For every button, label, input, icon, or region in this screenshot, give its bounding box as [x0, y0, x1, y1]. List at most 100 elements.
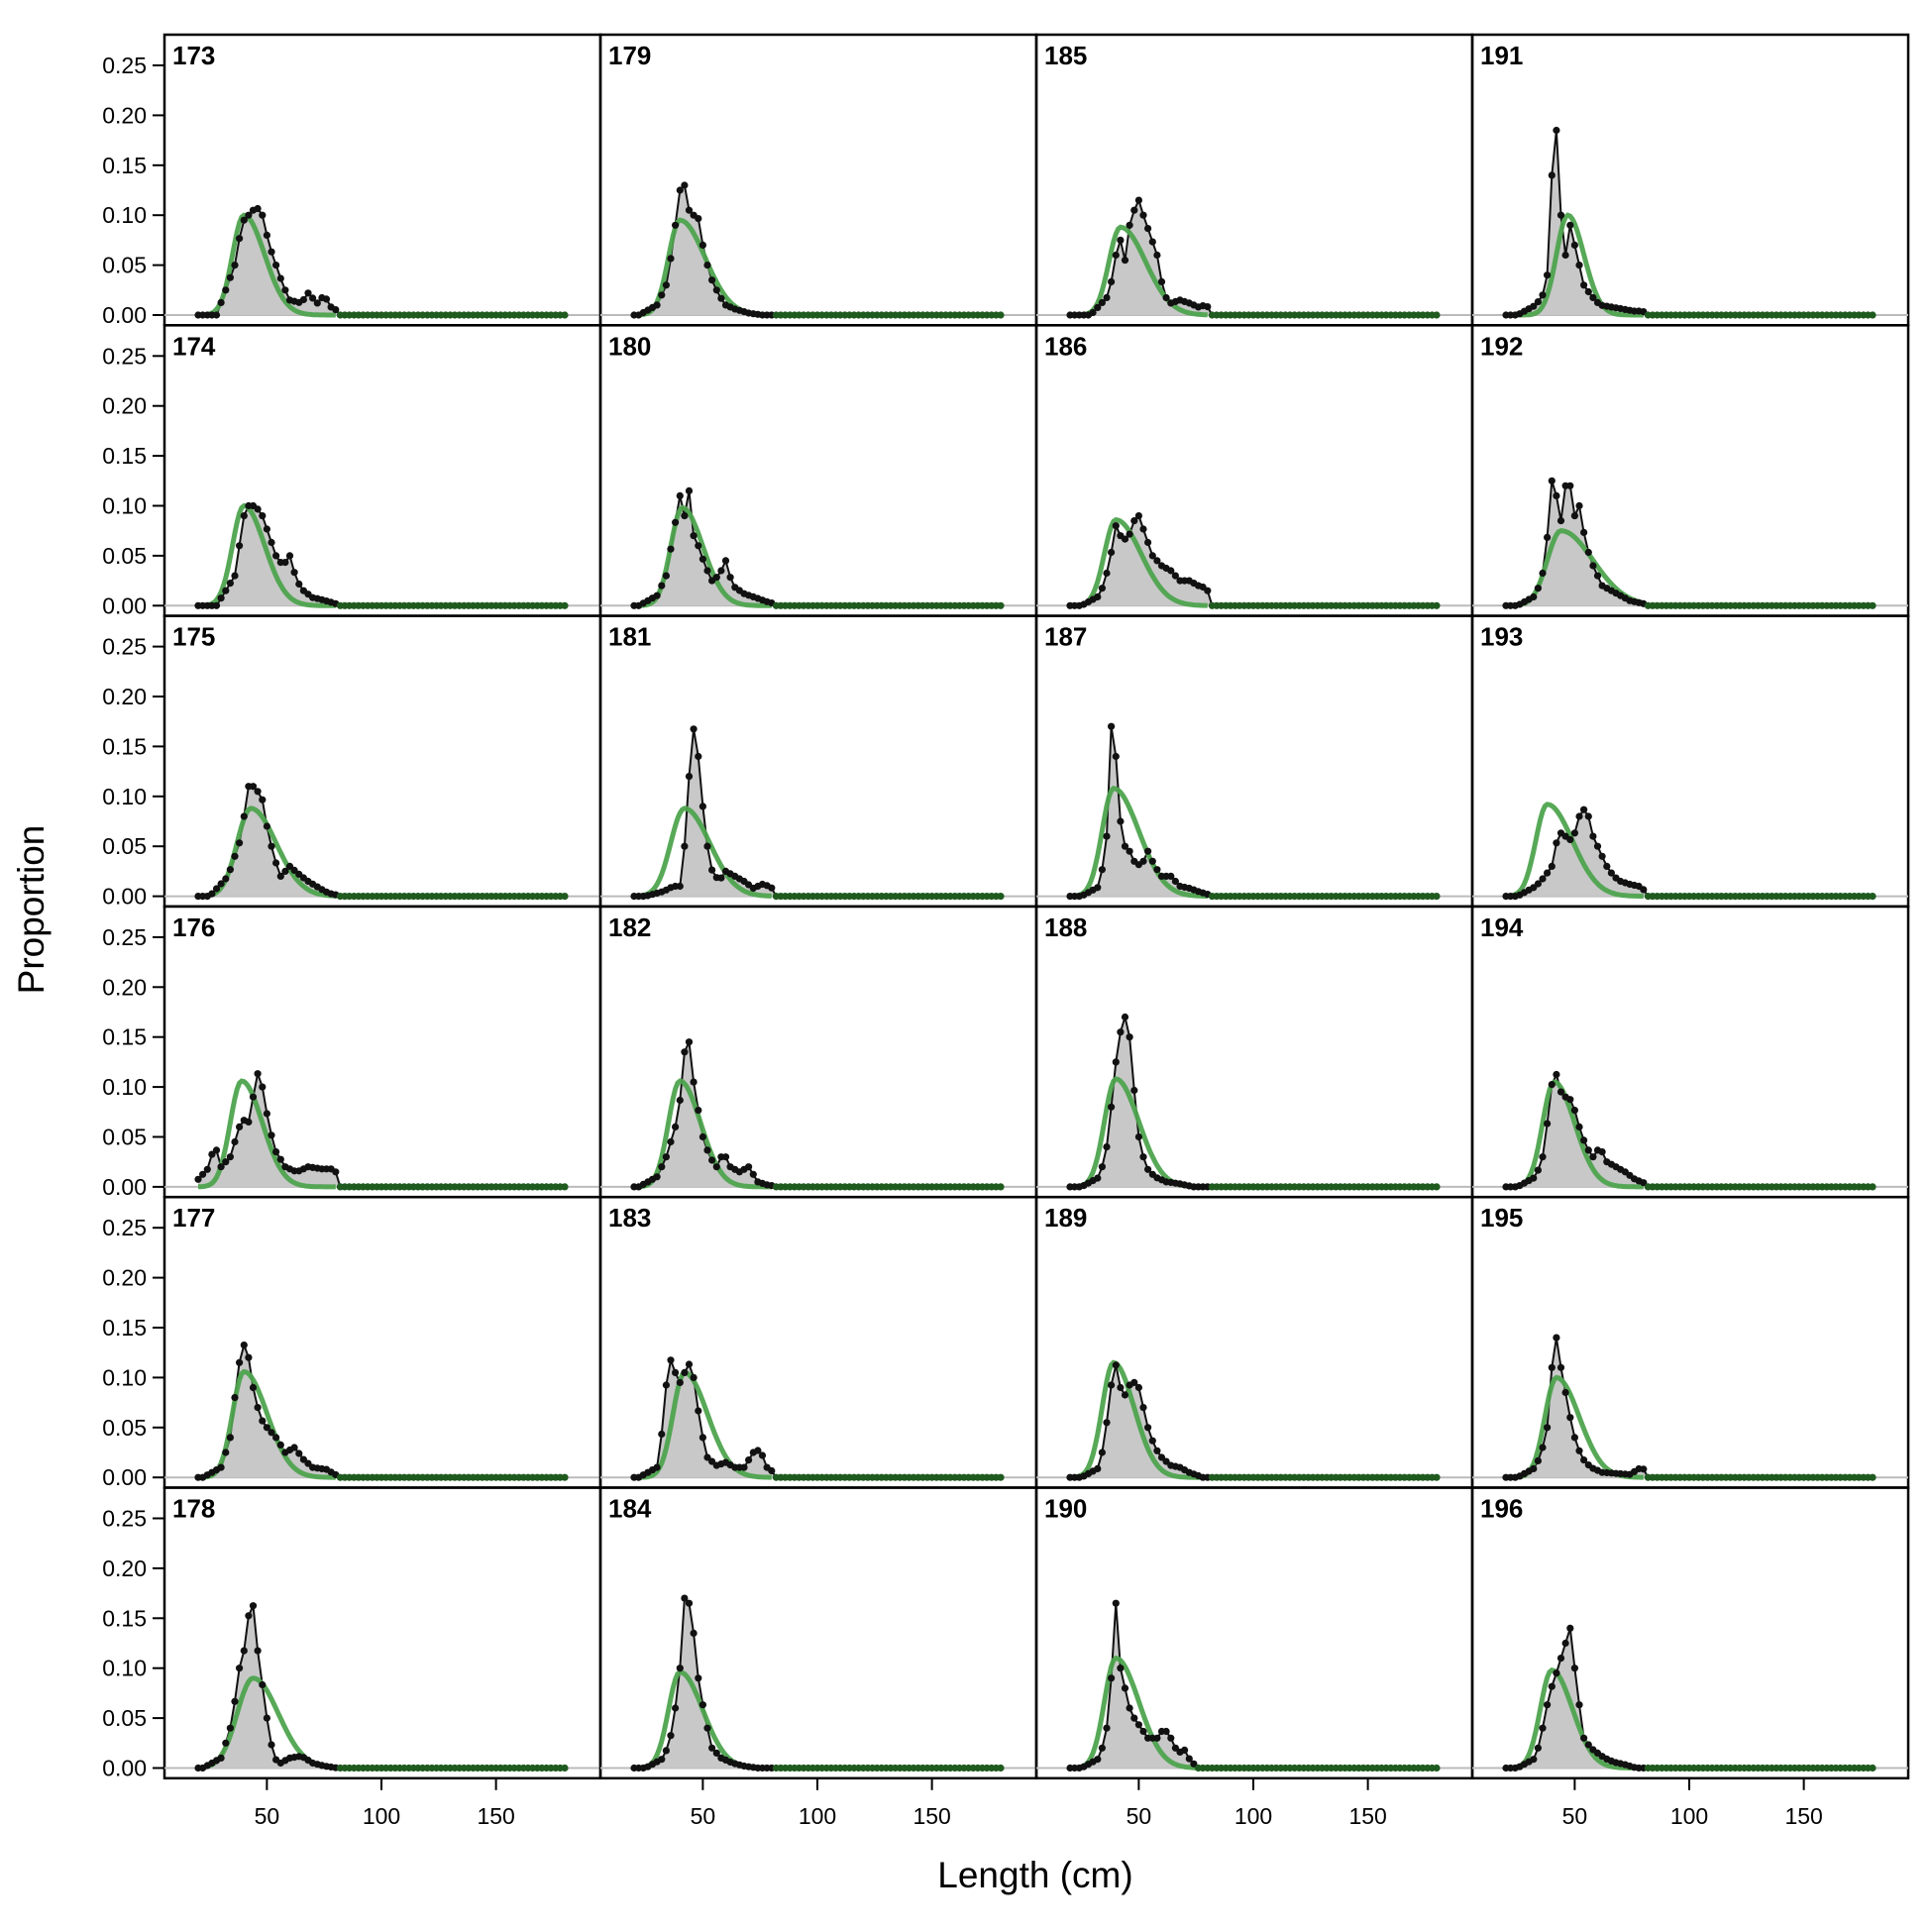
data-point [212, 311, 221, 319]
data-point [1121, 1391, 1129, 1399]
data-point [1171, 572, 1179, 580]
data-point [249, 1602, 258, 1610]
data-point [254, 1404, 262, 1412]
data-point [1108, 548, 1116, 557]
y-tick-label: 0.05 [102, 1125, 147, 1150]
data-point [1126, 221, 1133, 229]
y-tick-label: 0.15 [102, 1024, 147, 1050]
data-point [1570, 512, 1578, 520]
data-point [1570, 829, 1578, 837]
data-point [1570, 1664, 1578, 1672]
data-point [254, 788, 262, 796]
data-point [1575, 1447, 1583, 1454]
data-point [768, 1466, 776, 1475]
y-tick-label: 0.25 [102, 53, 147, 78]
data-point [561, 311, 569, 319]
data-point [226, 1434, 234, 1442]
axes: 0.00 0.05 0.10 0.15 0.20 0.25 0.00 0.05 0.10 0.15… [102, 53, 1823, 1829]
data-point [708, 1744, 716, 1752]
panel-label: 177 [172, 1203, 215, 1233]
data-point [676, 1096, 684, 1105]
data-point [236, 1123, 244, 1130]
data-point [681, 512, 689, 520]
data-point [1162, 1457, 1170, 1465]
data-point [276, 1155, 284, 1163]
data-point [1603, 862, 1611, 871]
data-point [1561, 1639, 1569, 1648]
data-point [676, 491, 684, 499]
data-point [290, 569, 298, 577]
observed-area [634, 1359, 1001, 1478]
data-point [1548, 1682, 1556, 1690]
data-point [208, 1150, 216, 1158]
data-point [676, 186, 684, 194]
data-point [1553, 1669, 1560, 1677]
panel-label: 192 [1480, 331, 1523, 361]
panel-183: 183 [598, 1195, 1038, 1489]
data-point [1575, 1701, 1583, 1709]
data-point [1640, 1465, 1648, 1473]
observed-area [1070, 726, 1437, 897]
panel-label: 195 [1480, 1203, 1523, 1233]
data-point [295, 1449, 303, 1457]
data-point [1204, 303, 1212, 311]
observed-area [1070, 1017, 1437, 1187]
data-point [1094, 1464, 1102, 1472]
observed-area [1506, 1074, 1873, 1187]
y-tick-label: 0.25 [102, 343, 147, 369]
panel-frame [1034, 33, 1474, 327]
data-point [1530, 1464, 1538, 1472]
data-point [1539, 569, 1547, 578]
y-tick-label: 0.10 [102, 1074, 147, 1100]
data-point [1580, 528, 1588, 537]
panel-frame [1034, 905, 1474, 1199]
data-point [1139, 525, 1147, 533]
data-point [667, 1356, 675, 1364]
data-point [245, 211, 253, 219]
data-point [1139, 1404, 1147, 1412]
data-point [1539, 1724, 1547, 1732]
observed-area [634, 490, 1001, 606]
x-tick-label: 100 [799, 1803, 836, 1829]
data-point [754, 1447, 762, 1454]
data-point [1566, 1624, 1574, 1632]
data-point [1108, 1381, 1116, 1389]
data-point [263, 525, 270, 533]
data-point [268, 1429, 275, 1437]
x-tick-label: 150 [1348, 1803, 1386, 1829]
y-tick-label: 0.25 [102, 1215, 147, 1240]
data-point [561, 1764, 569, 1772]
data-point [1556, 211, 1565, 219]
data-point [254, 1070, 262, 1078]
data-point [1580, 281, 1588, 289]
data-point [1103, 569, 1111, 578]
data-point [1112, 251, 1120, 260]
panel-label: 185 [1044, 41, 1087, 70]
observed-area [634, 185, 1001, 315]
data-point [1112, 1058, 1120, 1066]
y-tick-label: 0.20 [102, 1265, 147, 1291]
y-tick-label: 0.00 [102, 1174, 147, 1200]
data-point [254, 1647, 262, 1655]
data-point [1112, 522, 1120, 530]
data-point [1530, 592, 1538, 601]
data-point [1534, 1456, 1542, 1464]
x-tick-label: 150 [1784, 1803, 1822, 1829]
data-point [231, 1137, 239, 1146]
data-point [222, 1739, 230, 1747]
data-point [1869, 1764, 1877, 1772]
observed-area [1070, 515, 1437, 606]
data-point [1139, 1153, 1147, 1161]
data-point [272, 1148, 280, 1156]
data-point [1580, 805, 1588, 813]
data-point [1580, 1136, 1588, 1144]
data-point [653, 591, 661, 599]
y-tick-label: 0.20 [102, 393, 147, 419]
data-point [231, 852, 239, 860]
data-point [658, 1163, 666, 1171]
data-point [249, 1383, 258, 1392]
expected-line [1069, 785, 1208, 899]
data-point [1094, 1174, 1102, 1182]
data-point [1534, 585, 1542, 592]
data-point [1153, 1447, 1161, 1454]
